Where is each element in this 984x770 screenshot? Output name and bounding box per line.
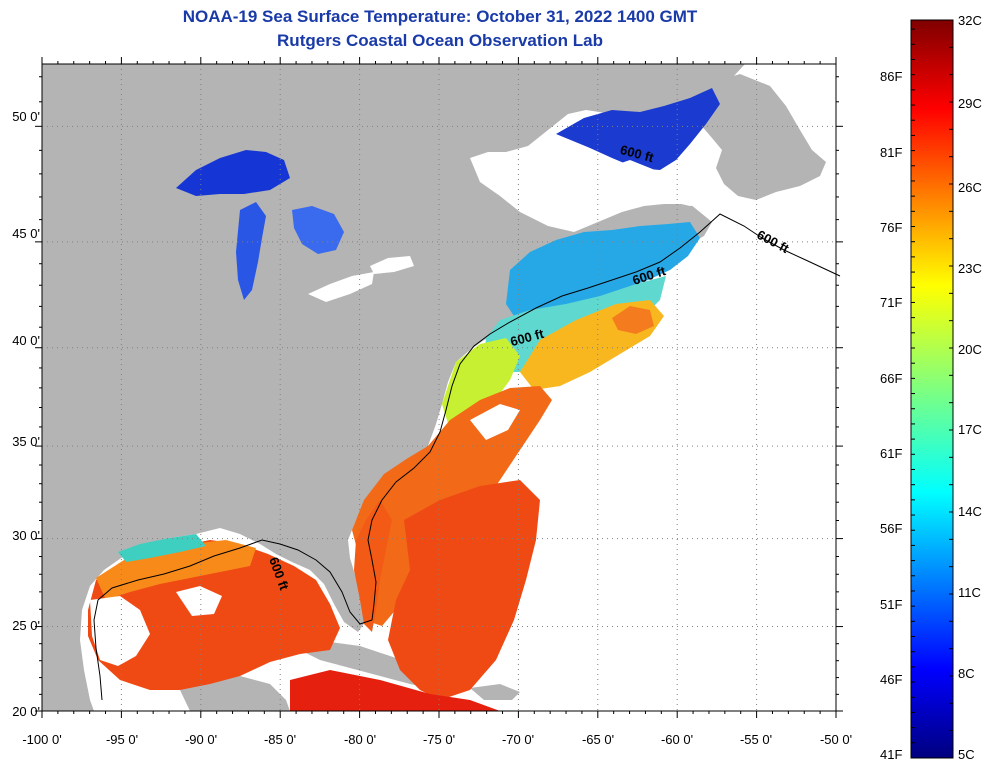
lake-erie: [308, 272, 374, 302]
gulf-coast-cool-sst: [118, 534, 206, 562]
colorbar-c-label: 26C: [958, 180, 982, 195]
gulf-maine-sst: [506, 222, 700, 322]
colorbar-ticks: [911, 19, 953, 759]
eddy-center: [612, 306, 654, 334]
colorbar-f-label: 81F: [880, 145, 903, 160]
lat-tick-label: 30 0': [12, 528, 40, 543]
lat-tick-label: 40 0': [12, 333, 40, 348]
hispaniola-land: [470, 684, 520, 700]
lon-tick-label: -75 0': [422, 732, 456, 747]
lat-tick-label: 50 0': [12, 109, 40, 124]
north-america-land: [42, 64, 745, 711]
chart-title: NOAA-19 Sea Surface Temperature: October…: [182, 7, 698, 26]
chart-subtitle: Rutgers Coastal Ocean Observation Lab: [277, 31, 603, 50]
colorbar-c-label: 8C: [958, 666, 975, 681]
colorbar-f-label: 61F: [880, 446, 903, 461]
yucatan-land: [180, 676, 290, 711]
lake-superior: [176, 150, 290, 196]
lon-tick-label: -65 0': [581, 732, 615, 747]
axis-ticks: [35, 57, 843, 718]
lake-huron: [292, 206, 344, 254]
lon-tick-label: -100 0': [22, 732, 62, 747]
lon-tick-label: -95 0': [105, 732, 139, 747]
lon-tick-label: -60 0': [660, 732, 694, 747]
open-atlantic-sst: [388, 480, 540, 700]
caribbean-sst: [290, 670, 500, 711]
lat-tick-label: 20 0': [12, 704, 40, 719]
lon-tick-label: -70 0': [501, 732, 535, 747]
colorbar-f-label: 56F: [880, 521, 903, 536]
colorbar-c-label: 14C: [958, 504, 982, 519]
colorbar-c-label: 11C: [958, 585, 981, 600]
lon-tick-label: -55 0': [739, 732, 773, 747]
isobath-600ft-line: [93, 213, 841, 701]
gulf-st-lawrence-white: [600, 160, 706, 206]
lon-tick-label: -90 0': [184, 732, 218, 747]
colorbar-c-label: 29C: [958, 96, 982, 111]
colorbar-bottom-label-f: 41F: [880, 747, 903, 762]
colorbar-f-label: 76F: [880, 220, 903, 235]
colorbar-top-label-c: 32C: [958, 13, 982, 28]
colorbar-bottom-label-c: 5C: [958, 747, 975, 762]
mid-atlantic-shelf-sst: [442, 338, 520, 430]
lon-tick-label: -85 0': [263, 732, 297, 747]
lat-tick-label: 45 0': [12, 226, 40, 241]
colorbar-c-label: 20C: [958, 342, 982, 357]
lake-michigan: [236, 202, 266, 300]
colorbar-f-label: 71F: [880, 295, 903, 310]
colorbar: [910, 19, 954, 759]
colorbar-f-label: 66F: [880, 371, 903, 386]
colorbar-c-label: 23C: [958, 261, 982, 276]
colorbar-f-label: 86F: [880, 69, 903, 84]
atlantic-cloud-mask: [520, 364, 836, 711]
maritimes-land: [700, 74, 826, 200]
lat-tick-label: 25 0': [12, 618, 40, 633]
gulf-st-lawrence-sst: [556, 88, 720, 170]
colorbar-f-label: 46F: [880, 672, 903, 687]
gulf-cloud-mask: [90, 596, 150, 666]
lat-tick-label: 35 0': [12, 434, 40, 449]
gulf-cloud-mask-2: [176, 586, 222, 616]
lon-tick-label: -50 0': [819, 732, 853, 747]
lake-ontario: [370, 256, 414, 274]
colorbar-f-label: 51F: [880, 597, 903, 612]
colorbar-c-label: 17C: [958, 422, 982, 437]
atlantic-cloud-mask-2: [470, 404, 520, 440]
lon-tick-label: -80 0': [343, 732, 377, 747]
